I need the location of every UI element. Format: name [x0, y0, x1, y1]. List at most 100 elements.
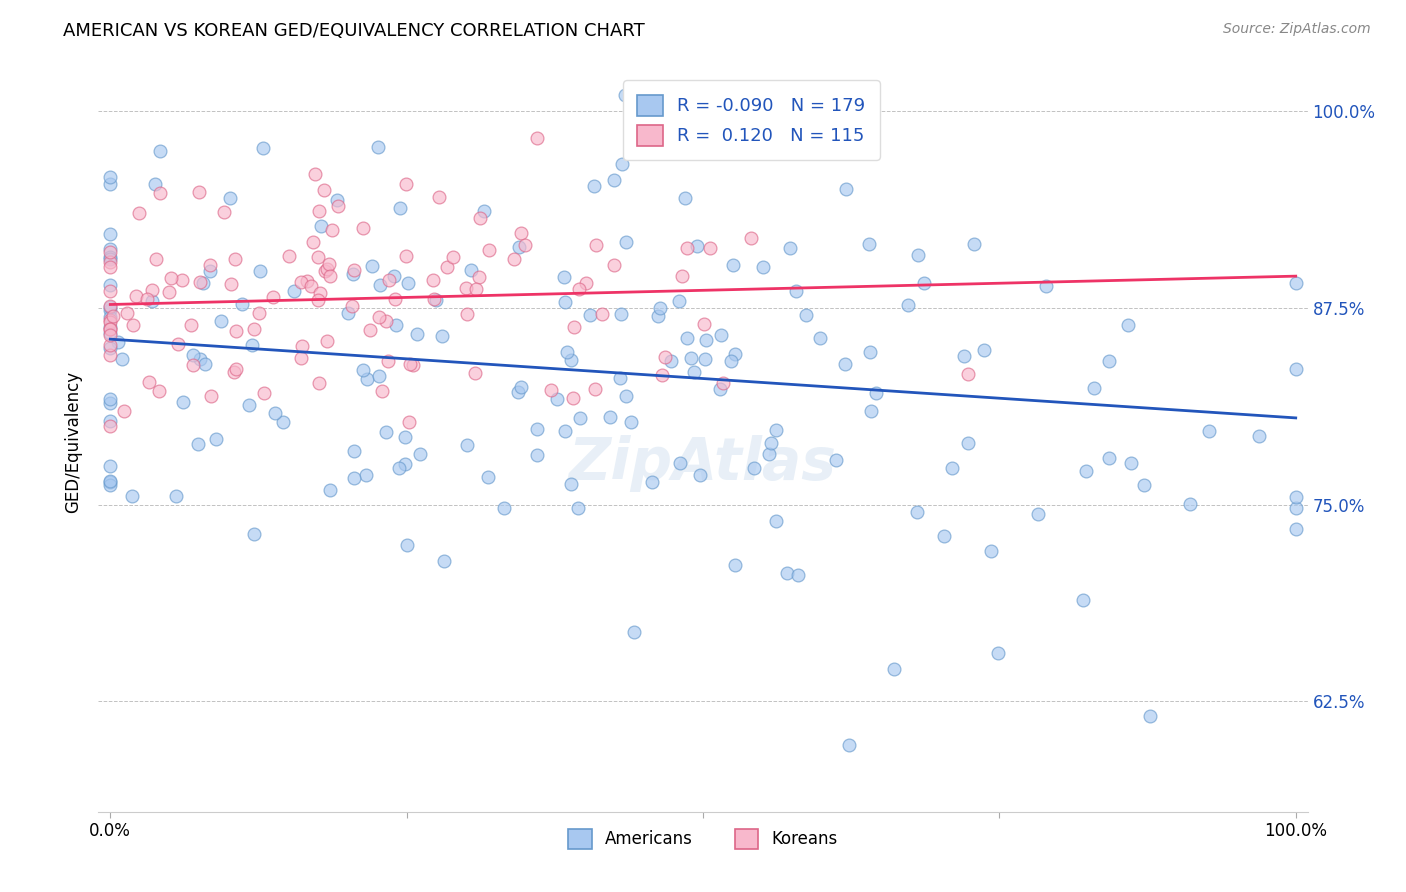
Point — [325, 193, 347, 207]
Point — [98, 326, 121, 340]
Point — [136, 292, 159, 306]
Point — [98, 178, 121, 192]
Point — [568, 410, 591, 425]
Point — [321, 223, 343, 237]
Point — [111, 351, 134, 366]
Point — [591, 307, 613, 321]
Point — [830, 121, 852, 136]
Point — [765, 514, 787, 528]
Point — [98, 458, 121, 473]
Point — [98, 310, 121, 325]
Point — [673, 190, 696, 204]
Point — [695, 333, 717, 347]
Point — [1178, 497, 1201, 511]
Point — [502, 252, 524, 266]
Point — [609, 371, 631, 385]
Point — [149, 144, 172, 158]
Point — [560, 352, 582, 367]
Point — [610, 157, 633, 171]
Point — [101, 309, 124, 323]
Point — [141, 293, 163, 308]
Point — [610, 307, 633, 321]
Point — [98, 250, 121, 264]
Point — [193, 277, 215, 291]
Point — [354, 468, 377, 483]
Point — [554, 424, 576, 438]
Point — [912, 276, 935, 290]
Point — [224, 365, 246, 379]
Point — [614, 235, 637, 249]
Point — [98, 284, 121, 298]
Point — [307, 293, 329, 308]
Point — [526, 130, 548, 145]
Point — [295, 274, 318, 288]
Point — [654, 87, 676, 102]
Point — [651, 368, 673, 382]
Point — [526, 448, 548, 462]
Point — [398, 415, 420, 429]
Point — [456, 438, 478, 452]
Point — [384, 292, 406, 306]
Point — [603, 258, 626, 272]
Point — [1121, 456, 1143, 470]
Point — [613, 87, 636, 102]
Point — [509, 380, 531, 394]
Point — [167, 337, 190, 351]
Point — [834, 357, 856, 371]
Point — [98, 475, 121, 489]
Point — [740, 231, 762, 245]
Point — [231, 297, 253, 311]
Point — [859, 344, 882, 359]
Point — [98, 170, 121, 185]
Point — [180, 318, 202, 332]
Point — [394, 430, 416, 444]
Point — [980, 544, 1002, 558]
Point — [567, 500, 589, 515]
Point — [1074, 464, 1097, 478]
Point — [159, 271, 181, 285]
Point — [396, 277, 419, 291]
Point — [1116, 318, 1139, 332]
Point — [283, 284, 305, 298]
Point — [115, 305, 138, 319]
Point — [759, 436, 782, 450]
Point — [432, 329, 454, 343]
Point — [181, 358, 204, 372]
Point — [494, 500, 516, 515]
Point — [554, 295, 576, 310]
Point — [562, 320, 585, 334]
Point — [238, 398, 260, 412]
Point — [883, 662, 905, 676]
Point — [318, 257, 340, 271]
Point — [721, 258, 744, 272]
Point — [224, 252, 246, 267]
Point — [304, 167, 326, 181]
Point — [352, 363, 374, 377]
Point — [724, 558, 747, 572]
Legend: Americans, Koreans: Americans, Koreans — [562, 822, 844, 855]
Point — [409, 447, 432, 461]
Point — [513, 238, 536, 252]
Point — [395, 250, 418, 264]
Point — [785, 285, 807, 299]
Point — [1285, 501, 1308, 516]
Point — [309, 285, 332, 300]
Text: AMERICAN VS KOREAN GED/EQUIVALENCY CORRELATION CHART: AMERICAN VS KOREAN GED/EQUIVALENCY CORRE… — [63, 22, 645, 40]
Point — [278, 249, 301, 263]
Point — [720, 353, 742, 368]
Point — [98, 242, 121, 256]
Point — [172, 273, 194, 287]
Point — [141, 284, 163, 298]
Point — [290, 351, 312, 366]
Point — [456, 281, 478, 295]
Point — [121, 489, 143, 503]
Point — [98, 315, 121, 329]
Point — [200, 389, 222, 403]
Point — [957, 436, 980, 450]
Point — [125, 289, 148, 303]
Point — [157, 285, 180, 300]
Point — [219, 277, 242, 292]
Point — [343, 263, 366, 277]
Point — [212, 204, 235, 219]
Point — [620, 415, 643, 429]
